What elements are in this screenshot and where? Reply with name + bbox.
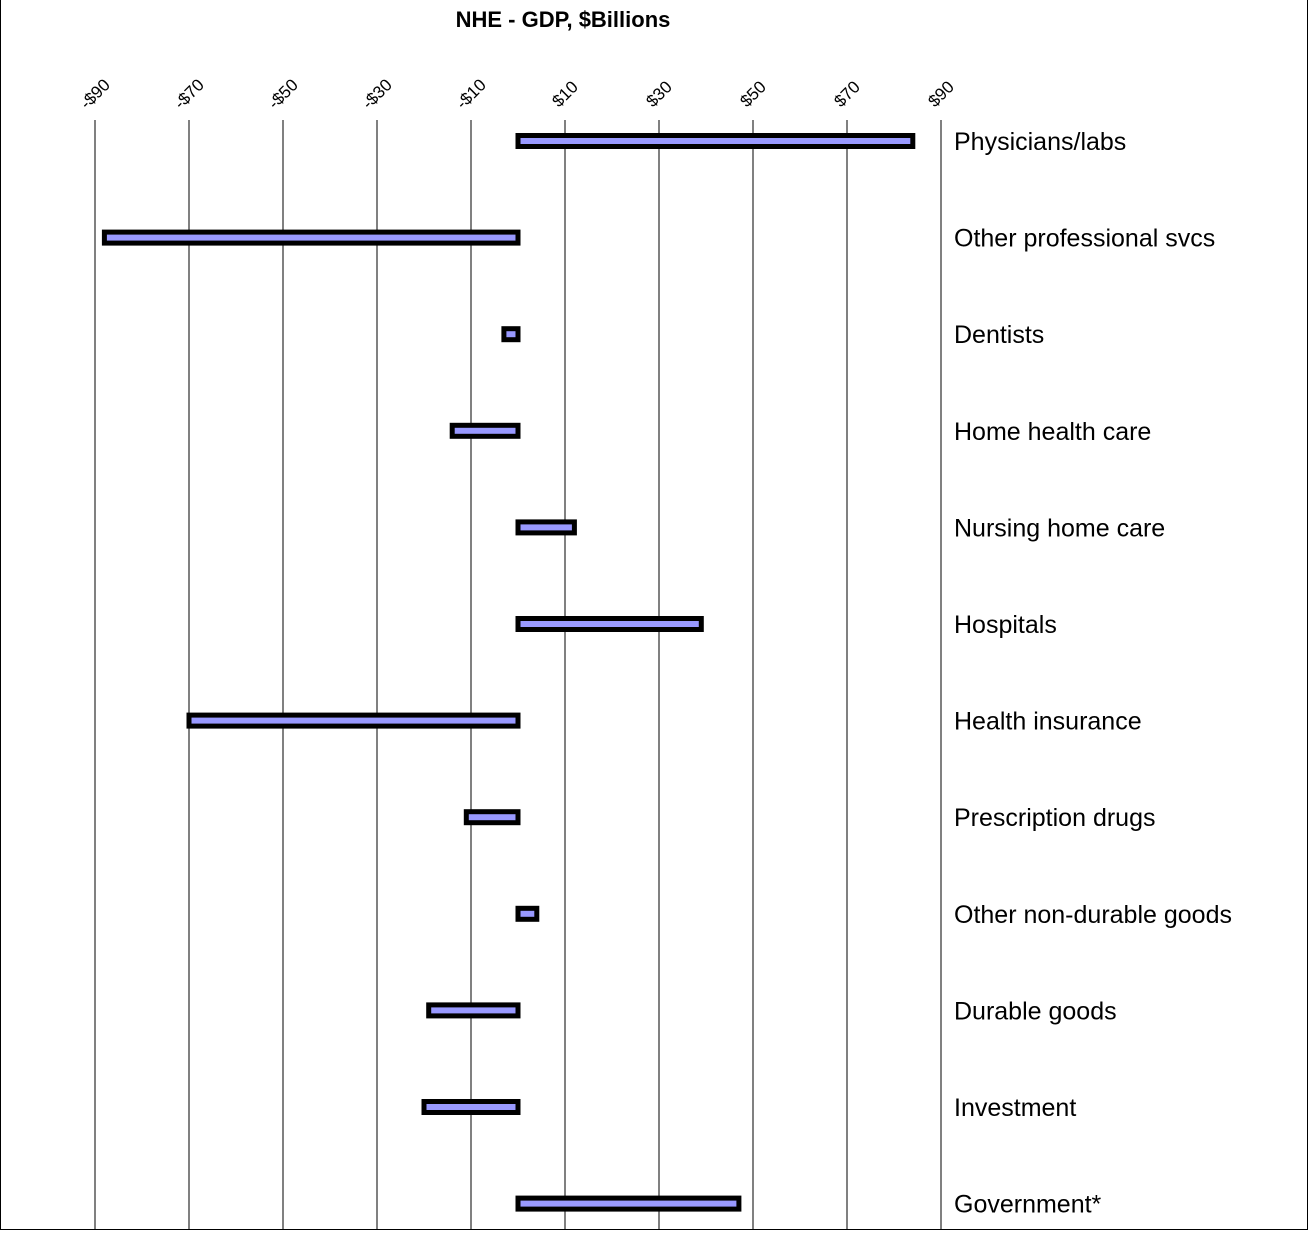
x-tick-label: $30 bbox=[642, 77, 675, 110]
bar bbox=[186, 712, 521, 729]
bar bbox=[515, 133, 916, 149]
x-tick-label: -$90 bbox=[76, 75, 113, 112]
x-tick-label: -$70 bbox=[170, 75, 207, 112]
category-label: Home health care bbox=[954, 418, 1151, 446]
category-label: Investment bbox=[954, 1094, 1076, 1122]
bar bbox=[426, 1002, 521, 1019]
category-label: Nursing home care bbox=[954, 514, 1165, 542]
x-tick-label: $90 bbox=[924, 77, 957, 110]
bar bbox=[449, 422, 521, 439]
x-tick-label: $50 bbox=[736, 77, 769, 110]
category-label: Durable goods bbox=[954, 997, 1117, 1025]
bar bbox=[501, 326, 521, 343]
x-tick-label: $10 bbox=[548, 77, 581, 110]
x-tick-label: -$50 bbox=[264, 75, 301, 112]
category-label: Dentists bbox=[954, 321, 1044, 349]
x-tick-label: -$10 bbox=[452, 75, 489, 112]
category-label: Other non-durable goods bbox=[954, 901, 1232, 929]
category-label: Government* bbox=[954, 1191, 1102, 1219]
category-label: Other professional svcs bbox=[954, 225, 1215, 253]
bar bbox=[421, 1099, 521, 1115]
bar bbox=[463, 809, 521, 826]
bar bbox=[515, 519, 577, 536]
bar bbox=[101, 229, 521, 246]
x-tick-label: $70 bbox=[830, 77, 863, 110]
category-label: Physicians/labs bbox=[954, 128, 1126, 156]
category-label: Hospitals bbox=[954, 611, 1057, 639]
category-label: Health insurance bbox=[954, 708, 1142, 736]
bar bbox=[515, 905, 540, 922]
category-label: Prescription drugs bbox=[954, 804, 1155, 832]
chart-title: NHE - GDP, $Billions bbox=[456, 7, 671, 32]
bar bbox=[515, 616, 704, 632]
bar bbox=[515, 1195, 742, 1212]
x-tick-label: -$30 bbox=[358, 75, 395, 112]
